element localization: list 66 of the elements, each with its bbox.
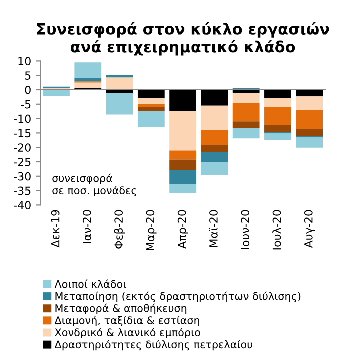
bar bbox=[138, 107, 165, 112]
bar bbox=[201, 145, 228, 152]
x-tick-label: Δεκ-19 bbox=[51, 210, 60, 248]
bar bbox=[264, 98, 292, 107]
bar bbox=[43, 90, 70, 96]
bar bbox=[201, 162, 228, 176]
bar bbox=[232, 93, 260, 104]
bar bbox=[201, 130, 228, 146]
bar bbox=[201, 106, 228, 130]
bar bbox=[232, 128, 260, 139]
x-tick-label: Ιουν-20 bbox=[241, 210, 250, 250]
x-tick-label: Μαϊ-20 bbox=[209, 210, 218, 248]
bar bbox=[170, 150, 197, 160]
y-tick-label: -5 bbox=[21, 100, 31, 109]
bar bbox=[74, 62, 102, 78]
bar bbox=[170, 90, 197, 112]
bar bbox=[106, 93, 134, 115]
bar bbox=[106, 78, 134, 90]
bar bbox=[296, 129, 324, 136]
y-tick-label: -25 bbox=[14, 158, 31, 166]
bar bbox=[201, 90, 228, 106]
legend-label: Χονδρικό & λιανικό εμπόριο bbox=[55, 328, 200, 339]
y-tick-label: 10 bbox=[18, 57, 31, 66]
legend-label: Μεταφορά & αποθήκευση bbox=[56, 304, 187, 314]
bar bbox=[74, 78, 102, 82]
bar bbox=[170, 111, 197, 151]
y-tick-label: -20 bbox=[14, 144, 31, 152]
bar bbox=[264, 134, 292, 140]
bar bbox=[138, 98, 165, 104]
bar bbox=[264, 106, 292, 126]
x-tick-label: Μαρ-20 bbox=[146, 210, 157, 251]
bar bbox=[296, 110, 324, 130]
bar bbox=[138, 90, 165, 98]
y-tick-label: 5 bbox=[25, 72, 31, 80]
bar bbox=[296, 96, 324, 110]
bar bbox=[138, 111, 165, 128]
legend-label: Διαμονή, ταξίδια & εστίαση bbox=[54, 316, 200, 326]
y-tick-label: 0 bbox=[25, 86, 31, 94]
bar bbox=[296, 138, 324, 148]
annotation: συνεισφορά σε ποσ. μονάδες bbox=[52, 174, 136, 197]
bar bbox=[170, 184, 197, 194]
bar bbox=[264, 125, 292, 132]
bar bbox=[170, 170, 197, 184]
bar bbox=[74, 82, 102, 89]
x-tick-label: Αυγ-20 bbox=[304, 210, 315, 248]
bar bbox=[106, 75, 134, 78]
chart-title: Συνεισφορά στον κύκλο εργασιών ανά επιχειρηματικό κλάδο bbox=[37, 22, 330, 56]
y-tick-label: -30 bbox=[14, 172, 31, 181]
bar bbox=[201, 152, 228, 162]
bar bbox=[170, 160, 197, 170]
bar bbox=[232, 122, 260, 128]
y-tick-label: -15 bbox=[14, 129, 31, 138]
bar bbox=[138, 104, 165, 108]
legend-label: Μεταποίηση (εκτός δραστηριοτήτων διύλισης) bbox=[56, 292, 301, 302]
x-tick-label: Ιουλ-20 bbox=[272, 210, 282, 250]
y-tick-label: -10 bbox=[14, 114, 31, 124]
legend-label: Λοιποί κλάδοι bbox=[54, 280, 126, 288]
bar bbox=[232, 104, 260, 122]
y-tick-label: -40 bbox=[14, 201, 31, 210]
x-tick-label: Απρ-20 bbox=[178, 210, 188, 249]
legend-label: Δραστηριότητες διύλισης πετρελαίου bbox=[54, 340, 253, 351]
bar bbox=[296, 90, 324, 97]
x-tick-label: Φεβ-20 bbox=[114, 210, 126, 249]
y-tick-label: -35 bbox=[14, 186, 31, 196]
bar bbox=[264, 90, 292, 98]
x-tick-label: Ιαν-20 bbox=[82, 210, 92, 244]
